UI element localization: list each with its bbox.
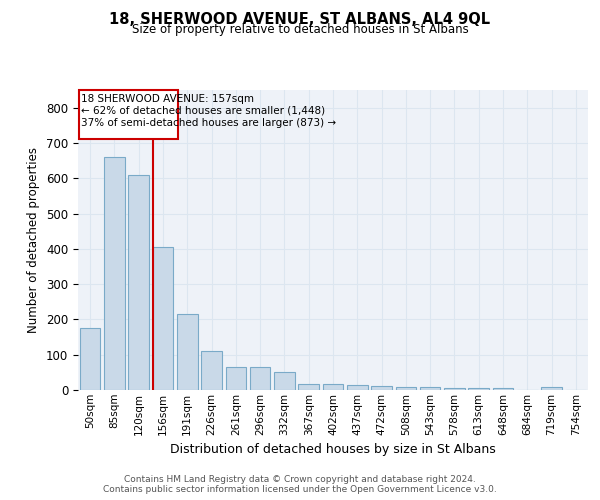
- Bar: [444, 388, 465, 390]
- X-axis label: Distribution of detached houses by size in St Albans: Distribution of detached houses by size …: [170, 443, 496, 456]
- Bar: [493, 388, 514, 390]
- Bar: [420, 387, 440, 390]
- Y-axis label: Number of detached properties: Number of detached properties: [28, 147, 40, 333]
- Text: 18 SHERWOOD AVENUE: 157sqm: 18 SHERWOOD AVENUE: 157sqm: [81, 94, 254, 104]
- Text: Contains HM Land Registry data © Crown copyright and database right 2024.: Contains HM Land Registry data © Crown c…: [124, 475, 476, 484]
- FancyBboxPatch shape: [79, 90, 178, 140]
- Bar: [177, 314, 197, 390]
- Bar: [298, 384, 319, 390]
- Bar: [152, 247, 173, 390]
- Bar: [347, 384, 368, 390]
- Bar: [469, 388, 489, 390]
- Bar: [80, 328, 100, 390]
- Text: Contains public sector information licensed under the Open Government Licence v3: Contains public sector information licen…: [103, 485, 497, 494]
- Bar: [323, 384, 343, 390]
- Bar: [250, 367, 271, 390]
- Text: 37% of semi-detached houses are larger (873) →: 37% of semi-detached houses are larger (…: [81, 118, 336, 128]
- Bar: [104, 157, 125, 390]
- Bar: [274, 372, 295, 390]
- Bar: [201, 351, 222, 390]
- Bar: [226, 367, 246, 390]
- Text: 18, SHERWOOD AVENUE, ST ALBANS, AL4 9QL: 18, SHERWOOD AVENUE, ST ALBANS, AL4 9QL: [109, 12, 491, 28]
- Bar: [541, 387, 562, 390]
- Text: Size of property relative to detached houses in St Albans: Size of property relative to detached ho…: [131, 22, 469, 36]
- Bar: [395, 387, 416, 390]
- Text: ← 62% of detached houses are smaller (1,448): ← 62% of detached houses are smaller (1,…: [81, 106, 325, 116]
- Bar: [371, 386, 392, 390]
- Bar: [128, 174, 149, 390]
